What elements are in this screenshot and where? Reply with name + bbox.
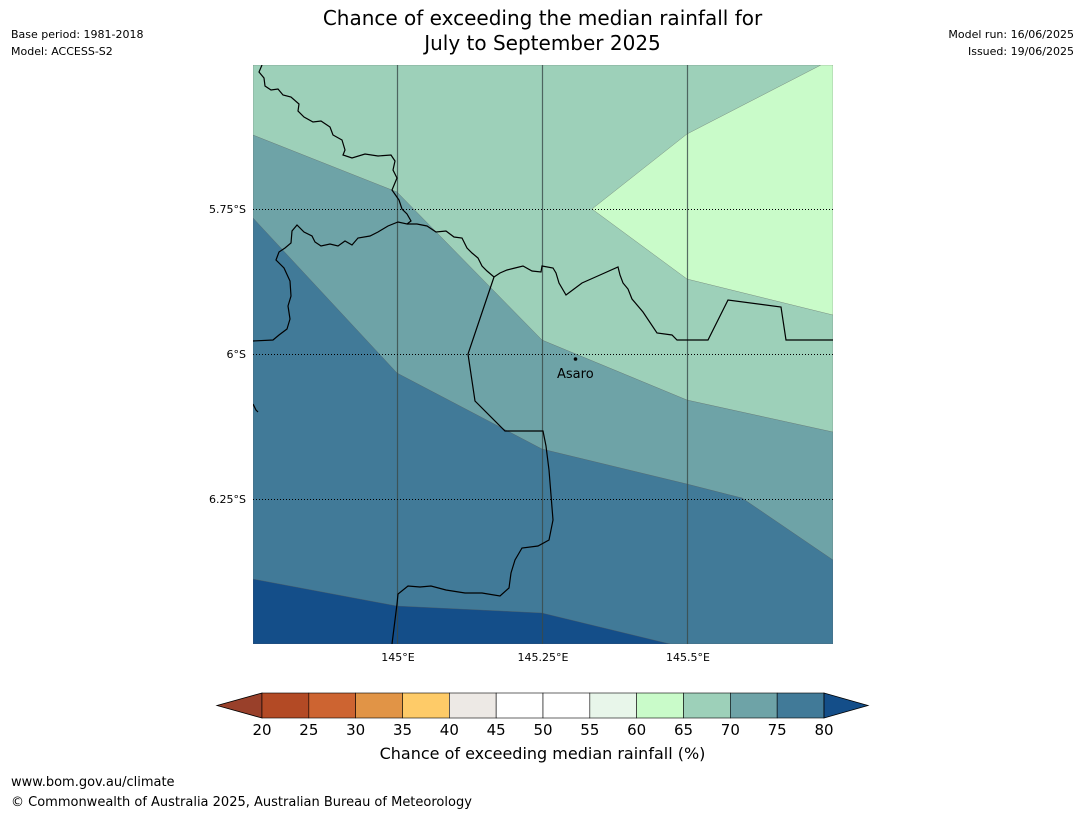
colorbar-tick-label: 75 — [768, 721, 787, 739]
lat-label: 6.25°S — [209, 493, 246, 506]
colorbar-tick-label: 20 — [252, 721, 271, 739]
colorbar-box — [449, 692, 497, 719]
colorbar-ticks: 20 25 30 35 40 45 50 55 60 65 70 75 80 — [252, 721, 833, 739]
colorbar-tick-label: 25 — [299, 721, 318, 739]
colorbar-box — [776, 692, 825, 719]
colorbar-box — [355, 692, 403, 719]
colorbar-box — [542, 692, 591, 719]
boundaries — [253, 65, 833, 644]
colorbar-box — [730, 692, 778, 719]
meta-right: Model run: 16/06/2025 Issued: 19/06/2025 — [948, 26, 1074, 60]
colorbar-tick-label: 40 — [440, 721, 459, 739]
colorbar-over-arrow — [823, 692, 870, 719]
model-run: Model run: 16/06/2025 — [948, 28, 1074, 41]
boundary-ridge — [407, 223, 833, 341]
colorbar-tick-label: 70 — [721, 721, 740, 739]
map-field — [253, 65, 833, 644]
boundary-fragment — [253, 403, 259, 413]
colorbar-boxes — [215, 692, 870, 719]
colorbar-tick-label: 55 — [580, 721, 599, 739]
colorbar-box — [589, 692, 637, 719]
lon-label: 145.25°E — [518, 651, 569, 664]
grid-lines — [253, 65, 833, 644]
lat-axis-labels: 5.75°S 6°S 6.25°S — [209, 203, 246, 506]
footer-url: www.bom.gov.au/climate — [11, 775, 175, 790]
title-line-2: July to September 2025 — [424, 31, 661, 55]
meta-left: Base period: 1981-2018 Model: ACCESS-S2 — [11, 26, 143, 60]
title-line-1: Chance of exceeding the median rainfall … — [322, 6, 763, 30]
base-period: Base period: 1981-2018 — [11, 28, 144, 41]
lon-label: 145°E — [381, 651, 414, 664]
model-name: Model: ACCESS-S2 — [11, 45, 113, 58]
colorbar-tick-label: 35 — [393, 721, 412, 739]
colorbar-under-arrow — [215, 692, 263, 719]
asaro-marker — [573, 357, 578, 361]
boundary-district — [391, 276, 554, 644]
colorbar-title: Chance of exceeding median rainfall (%) — [379, 744, 706, 763]
colorbar-tick-label: 80 — [814, 721, 833, 739]
colorbar-box — [261, 692, 310, 719]
lon-axis-labels: 145°E 145.25°E 145.5°E — [381, 651, 710, 664]
asaro-label: Asaro — [557, 367, 594, 382]
chart-title: Chance of exceeding the median rainfall … — [0, 6, 1085, 56]
issued-date: Issued: 19/06/2025 — [967, 45, 1074, 58]
colorbar-box — [636, 692, 684, 719]
colorbar-box — [683, 692, 731, 719]
colorbar-tick-label: 45 — [487, 721, 506, 739]
region-80-plus — [253, 578, 671, 644]
footer-copyright: © Commonwealth of Australia 2025, Austra… — [11, 795, 472, 810]
colorbar-box — [495, 692, 544, 719]
colorbar-tick-label: 30 — [346, 721, 365, 739]
colorbar-tick-label: 50 — [533, 721, 552, 739]
colorbar-tick-label: 65 — [674, 721, 693, 739]
boundary-north — [253, 65, 412, 342]
lat-label: 6°S — [227, 348, 246, 361]
lat-label: 5.75°S — [209, 203, 246, 216]
colorbar-box — [308, 692, 356, 719]
lon-label: 145.5°E — [666, 651, 710, 664]
colorbar-tick-label: 60 — [627, 721, 646, 739]
colorbar-box — [402, 692, 450, 719]
